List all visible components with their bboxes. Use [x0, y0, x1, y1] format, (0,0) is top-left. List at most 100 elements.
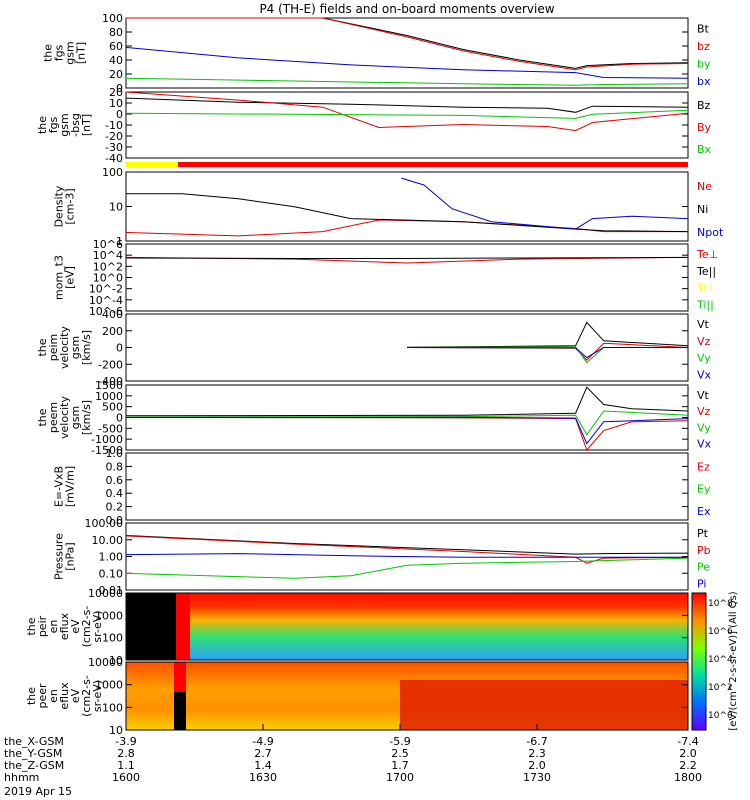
y-axis-label: eV — [69, 619, 82, 634]
x-tick-label: 1630 — [249, 771, 277, 784]
y-axis-label: fgs — [47, 116, 60, 133]
panel-10: 10000 1000 100 10 thepeerenefluxeV(cm2-s-sr-… — [25, 656, 689, 737]
legend-Ez: Ez — [697, 460, 710, 473]
x-tick-label: -7.4 — [677, 735, 698, 748]
x-tick-label: 1.1 — [117, 759, 135, 772]
series-line-Vz — [125, 417, 689, 451]
y-tick-label: 20 — [109, 68, 123, 81]
y-tick-label: -200 — [98, 358, 123, 371]
y-tick-label: 10.00 — [92, 534, 124, 547]
heatmap-1 — [126, 593, 688, 660]
y-tick-label: 100 — [102, 166, 123, 179]
x-tick-label: -4.9 — [252, 735, 273, 748]
y-tick-label: 1.00 — [99, 551, 124, 564]
series-line-Ne — [125, 219, 688, 237]
y-tick-label: -400 — [98, 375, 123, 388]
y-tick-label: 0 — [116, 108, 123, 121]
x-tick-label: 2.0 — [528, 759, 546, 772]
legend-bz: bz — [697, 40, 710, 53]
y-tick-label: 500 — [102, 401, 123, 414]
legend-Npot: Npot — [697, 226, 724, 239]
y-axis-label: sr-eV) — [91, 680, 104, 712]
legend-Ey: Ey — [697, 483, 711, 496]
series-line-Vy — [406, 346, 688, 364]
y-tick-label: 0.01 — [99, 584, 124, 597]
series-line-bz — [126, 17, 689, 71]
y-tick-label: 1500 — [95, 379, 123, 392]
y-axis-label: [km/s] — [80, 400, 93, 435]
legend-Ex: Ex — [697, 505, 711, 518]
series-line-Pb — [125, 535, 689, 564]
y-axis-label: gsm — [64, 41, 77, 64]
legend-Pt: Pt — [697, 527, 709, 540]
y-tick-label: 10 — [109, 97, 123, 110]
y-tick-label: 100 — [102, 701, 123, 714]
legend-Vz: Vz — [697, 405, 711, 418]
legend-Pi: Pi — [697, 577, 706, 590]
colorbar-tick: 10^6 — [708, 627, 733, 637]
y-tick-label: -1500 — [91, 444, 123, 457]
legend-Pe: Pe — [697, 561, 710, 574]
colorbar-scale — [691, 592, 707, 731]
y-tick-label: 10 — [109, 724, 123, 737]
mode-bar — [126, 162, 688, 167]
y-axis-label: peim — [47, 334, 60, 362]
x-tick-label: 2.8 — [117, 747, 135, 760]
legend-Vz: Vz — [697, 335, 711, 348]
y-axis-label: mom_t3 — [53, 255, 66, 300]
colorbar-tick: 10^4 — [708, 655, 733, 665]
series-line-Npot — [401, 177, 689, 230]
panel-frame — [125, 592, 689, 661]
y-axis-label: Density — [53, 185, 66, 227]
y-axis-label: the — [42, 44, 55, 62]
legend-Vx: Vx — [697, 368, 712, 381]
y-tick-label: 1000 — [95, 390, 123, 403]
y-tick-label: -20 — [105, 130, 123, 143]
x-tick-label: 1.7 — [391, 759, 409, 772]
y-tick-label: -1000 — [91, 433, 123, 446]
y-tick-label: 0.4 — [106, 487, 124, 500]
panel-frame — [125, 452, 689, 521]
y-axis-label: peem — [47, 402, 60, 433]
series-line-Pe — [125, 557, 689, 579]
x-tick-label: -6.7 — [526, 735, 547, 748]
legend-Te⊥: Te⊥ — [696, 248, 718, 261]
y-tick-label: -10 — [105, 119, 123, 132]
y-tick-label: 20 — [109, 86, 123, 99]
legend-Vt: Vt — [697, 389, 710, 402]
y-axis-label: sr-eV) — [91, 610, 104, 642]
y-axis-label: gsm — [69, 406, 82, 429]
series-line-Vt — [406, 321, 689, 348]
y-tick-label: 200 — [102, 325, 123, 338]
x-tick-label: 1600 — [112, 771, 140, 784]
y-tick-label: -40 — [105, 152, 123, 165]
high-flux-region — [400, 680, 688, 730]
panel-7: 1.00.80.60.40.20.0 E=-VxB[mV/m] Ez Ey Ex — [53, 447, 711, 527]
y-axis-label: en — [47, 689, 60, 703]
panel-8: 100.00 10.00 1.00 0.10 0.01 Pressure[nPa] Pt Pb… — [53, 517, 711, 597]
y-tick-label: 10 — [109, 654, 123, 667]
y-axis-label: the — [36, 116, 49, 134]
y-axis-label: eflux — [58, 682, 71, 710]
x-tick-label: 2.5 — [391, 747, 409, 760]
x-tick-label: 2.3 — [528, 747, 546, 760]
y-axis-label: [km/s] — [80, 330, 93, 365]
y-tick-label: 0.10 — [99, 567, 124, 580]
y-axis-label: -bsg — [69, 113, 82, 137]
y-tick-label: 100 — [102, 12, 123, 25]
legend-Te||: Te|| — [696, 265, 716, 278]
colorbar-label: [eV/(cm^2-s-sr-eV)] (All Qs) — [728, 591, 739, 730]
legend-Ne: Ne — [697, 180, 712, 193]
panel-3: 100 10 1 Density[cm-3] Ne Ni Npot — [53, 166, 724, 248]
x-row-label: the_X-GSM — [4, 735, 64, 748]
series-line-Pi — [125, 553, 688, 558]
x-tick-label: 1700 — [386, 771, 414, 784]
series-line-Bz — [125, 97, 689, 113]
y-tick-label: 0 — [116, 82, 123, 95]
y-tick-label: 400 — [102, 308, 123, 321]
y-axis-label: the — [25, 617, 38, 635]
y-tick-label: 100.00 — [85, 517, 124, 530]
